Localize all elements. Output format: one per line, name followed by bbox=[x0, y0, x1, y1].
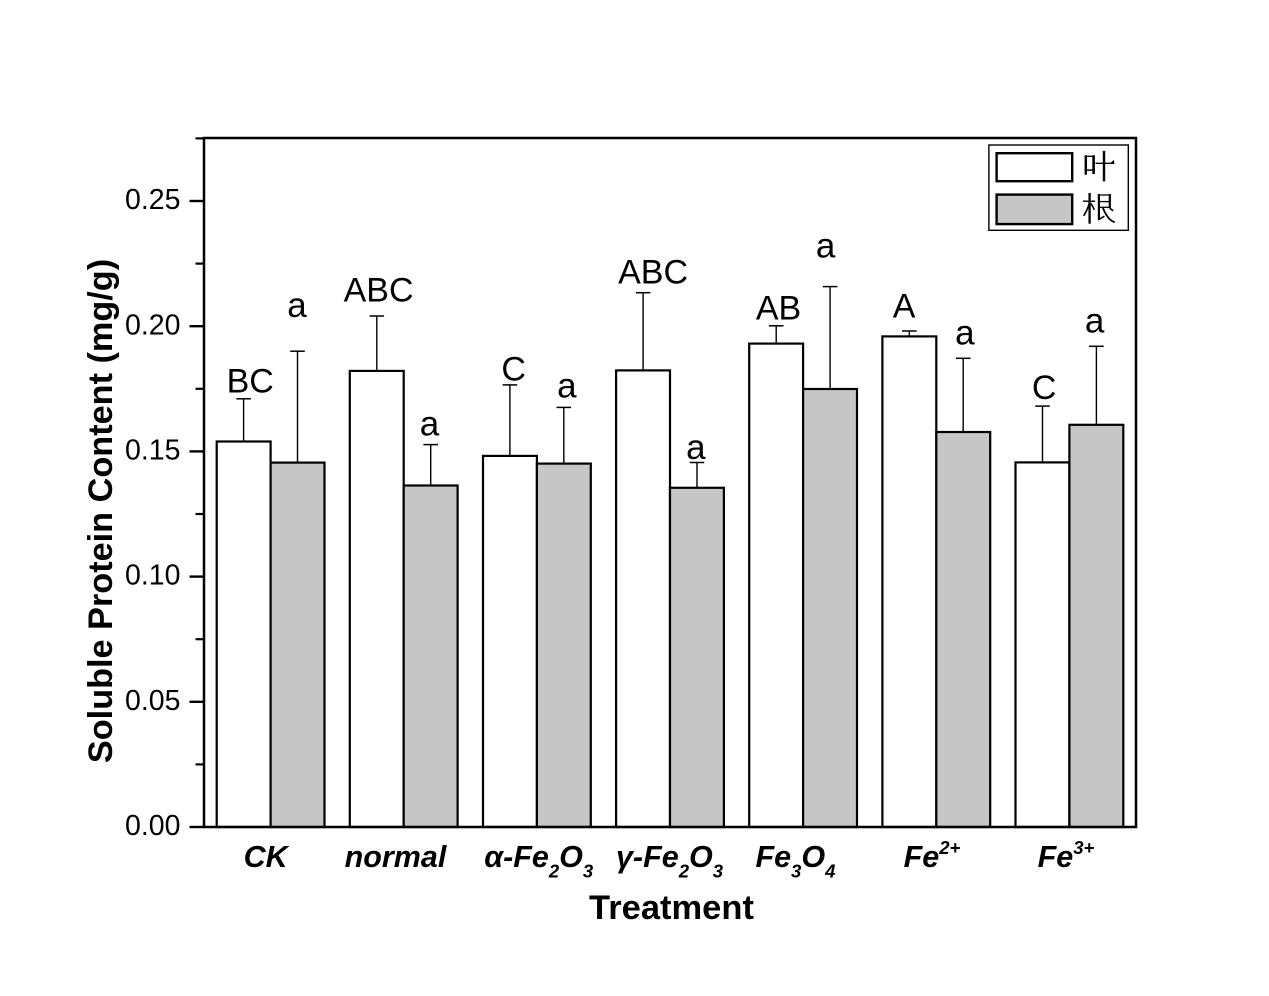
svg-text:0.25: 0.25 bbox=[125, 184, 180, 216]
svg-text:a: a bbox=[420, 405, 440, 444]
svg-text:C: C bbox=[501, 351, 526, 389]
svg-text:Treatment: Treatment bbox=[589, 889, 754, 927]
svg-text:C: C bbox=[1032, 369, 1057, 407]
svg-text:0.15: 0.15 bbox=[125, 435, 180, 467]
svg-text:AB: AB bbox=[756, 290, 801, 328]
svg-text:a: a bbox=[287, 286, 307, 325]
svg-text:0.20: 0.20 bbox=[125, 309, 180, 341]
svg-text:0.05: 0.05 bbox=[125, 685, 180, 717]
svg-text:Soluble Protein Content (mg/g): Soluble Protein Content (mg/g) bbox=[82, 259, 120, 763]
svg-text:CK: CK bbox=[244, 840, 290, 874]
svg-text:a: a bbox=[557, 367, 577, 406]
svg-text:A: A bbox=[893, 287, 916, 325]
svg-text:0.10: 0.10 bbox=[125, 560, 180, 592]
svg-text:ABC: ABC bbox=[618, 254, 688, 292]
svg-text:a: a bbox=[955, 314, 975, 353]
svg-text:normal: normal bbox=[345, 840, 447, 874]
svg-text:ABC: ABC bbox=[344, 272, 414, 310]
svg-text:0.00: 0.00 bbox=[125, 810, 180, 842]
svg-text:a: a bbox=[1085, 302, 1105, 341]
svg-text:a: a bbox=[816, 227, 836, 266]
svg-text:BC: BC bbox=[227, 363, 274, 401]
svg-text:a: a bbox=[686, 428, 706, 467]
